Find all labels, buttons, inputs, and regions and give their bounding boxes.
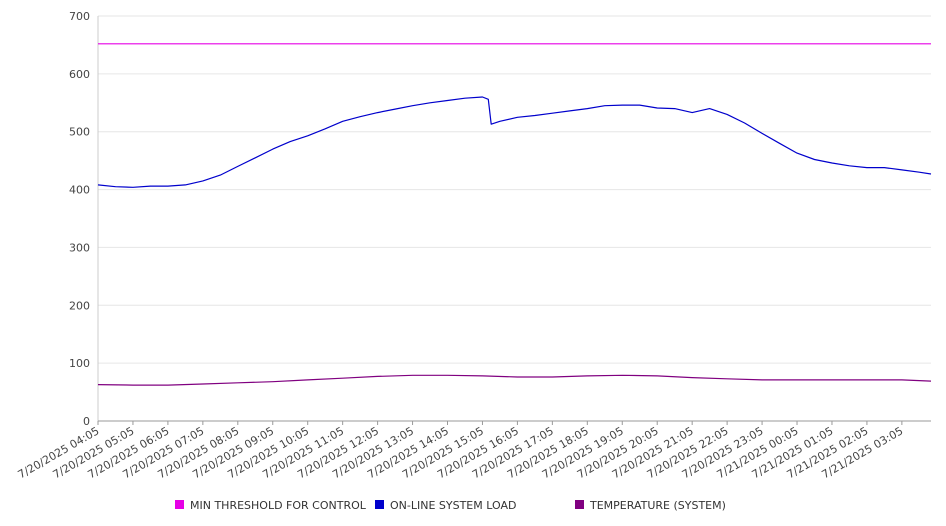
axes bbox=[97, 16, 931, 422]
y-tick-label: 400 bbox=[69, 184, 90, 197]
legend-swatch bbox=[375, 500, 384, 509]
y-tick-label: 700 bbox=[69, 10, 90, 23]
legend: MIN THRESHOLD FOR CONTROL ON-LINE SYSTEM … bbox=[175, 499, 726, 512]
legend-swatch bbox=[175, 500, 184, 509]
y-tick-label: 0 bbox=[83, 415, 90, 428]
grid-lines bbox=[98, 15, 931, 364]
y-tick-label: 500 bbox=[69, 126, 90, 139]
y-axis-ticks: 0 100 200 300 400 500 600 700 bbox=[69, 10, 90, 428]
legend-swatch bbox=[575, 500, 584, 509]
legend-label: TEMPERATURE (SYSTEM) bbox=[589, 499, 726, 512]
y-tick-label: 300 bbox=[69, 241, 90, 254]
x-axis-ticks: 7/20/2025 04:057/20/2025 05:057/20/2025 … bbox=[16, 421, 905, 481]
y-tick-label: 600 bbox=[69, 68, 90, 81]
series-line-on-line-system-load bbox=[97, 96, 932, 188]
legend-label: ON-LINE SYSTEM LOAD bbox=[390, 499, 516, 512]
y-tick-label: 100 bbox=[69, 357, 90, 370]
legend-label: MIN THRESHOLD FOR CONTROL bbox=[190, 499, 367, 512]
y-tick-label: 200 bbox=[69, 299, 90, 312]
series-line-temperature-system bbox=[97, 374, 932, 386]
series-lines bbox=[97, 43, 932, 386]
